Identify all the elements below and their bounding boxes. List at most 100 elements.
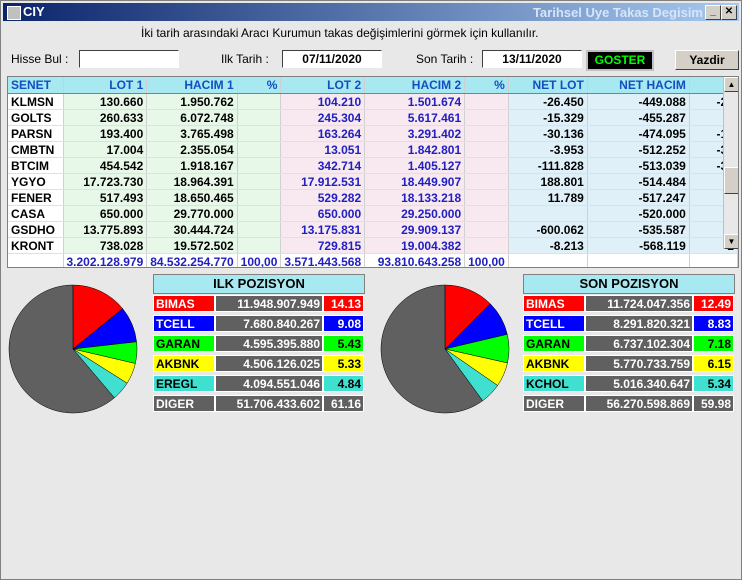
son-pie-chart [380, 284, 510, 414]
table-cell: 245.304 [280, 109, 366, 126]
position-name: GARAN [523, 335, 585, 352]
position-row: DIGER 51.706.433.602 61.16 [153, 395, 364, 413]
table-cell: 13.775.893 [63, 221, 148, 238]
table-cell [237, 189, 282, 206]
table-cell [464, 221, 509, 238]
table-cell: -8.213 [508, 237, 588, 254]
position-name: AKBNK [523, 355, 585, 372]
table-cell: YGYO [8, 173, 64, 190]
son-tarih-label: Son Tarih : [416, 52, 474, 66]
position-row: TCELL 7.680.840.267 9.08 [153, 315, 364, 333]
scroll-up-icon[interactable]: ▲ [724, 77, 738, 92]
app-icon [7, 6, 21, 20]
hisse-search-input[interactable] [79, 50, 179, 68]
position-name: GARAN [153, 335, 215, 352]
table-cell [464, 237, 509, 254]
table-cell: -513.039 [587, 157, 690, 174]
table-cell: 19.572.502 [146, 237, 238, 254]
position-percent: 5.33 [323, 355, 364, 372]
table-cell: -514.484 [587, 173, 690, 190]
table-row[interactable]: KRONT 738.028 19.572.502 729.815 19.004.382 -… [8, 237, 738, 254]
table-cell: -520.000 [587, 205, 690, 222]
position-name: BIMAS [153, 295, 215, 312]
table-cell: KRONT [8, 237, 64, 254]
column-header[interactable]: HACIM 2 [364, 77, 466, 94]
position-name: TCELL [153, 315, 215, 332]
table-cell: GSDHO [8, 221, 64, 238]
position-value: 7.680.840.267 [215, 315, 323, 332]
table-cell [237, 157, 282, 174]
table-cell [464, 205, 509, 222]
scroll-down-icon[interactable]: ▼ [724, 234, 738, 249]
table-row[interactable]: GOLTS 260.633 6.072.748 245.304 5.617.461 -15… [8, 109, 738, 126]
table-cell: 6.072.748 [146, 109, 238, 126]
total-cell: 3.571.443.568 [280, 253, 366, 267]
table-cell [464, 141, 509, 158]
column-header[interactable]: HACIM 1 [146, 77, 238, 94]
window-title: CIY [23, 4, 45, 19]
table-cell: -474.095 [587, 125, 690, 142]
table-row[interactable]: CMBTN 17.004 2.355.054 13.051 1.842.801 -3.95… [8, 141, 738, 158]
table-row[interactable]: YGYO 17.723.730 18.964.391 17.912.531 18.449… [8, 173, 738, 190]
total-cell: 100,00 [237, 253, 282, 267]
scroll-thumb[interactable] [724, 167, 738, 194]
table-cell: 11.789 [508, 189, 588, 206]
table-cell: 18.449.907 [364, 173, 466, 190]
table-row[interactable]: FENER 517.493 18.650.465 529.282 18.133.218 1… [8, 189, 738, 206]
table-cell [237, 93, 282, 110]
table-cell [464, 109, 509, 126]
position-row: GARAN 4.595.395.880 5.43 [153, 335, 364, 353]
table-cell: -449.088 [587, 93, 690, 110]
table-cell: 19.004.382 [364, 237, 466, 254]
total-cell [8, 253, 64, 267]
table-row[interactable]: BTCIM 454.542 1.918.167 342.714 1.405.127 -11… [8, 157, 738, 174]
position-name: DIGER [523, 395, 585, 412]
yazdir-button[interactable]: Yazdir [675, 50, 739, 70]
table-cell: 193.400 [63, 125, 148, 142]
position-name: KCHOL [523, 375, 585, 392]
position-percent: 8.83 [693, 315, 734, 332]
pie-slice-bimas [72, 284, 123, 350]
table-cell: 18.133.218 [364, 189, 466, 206]
table-row[interactable]: PARSN 193.400 3.765.498 163.264 3.291.402 -30… [8, 125, 738, 142]
column-header[interactable]: LOT 2 [280, 77, 366, 94]
table-cell: 13.051 [280, 141, 366, 158]
total-cell [508, 253, 588, 267]
table-cell: 17.912.531 [280, 173, 366, 190]
position-row: GARAN 6.737.102.304 7.18 [523, 335, 734, 353]
son-tarih-input[interactable]: 13/11/2020 [482, 50, 582, 68]
table-cell: -568.119 [587, 237, 690, 254]
column-header[interactable]: % [237, 77, 282, 94]
total-cell [587, 253, 690, 267]
column-header[interactable]: LOT 1 [63, 77, 148, 94]
position-row: BIMAS 11.948.907.949 14.13 [153, 295, 364, 313]
table-cell: -30.136 [508, 125, 588, 142]
column-header[interactable]: NET HACIM [587, 77, 690, 94]
table-row[interactable]: CASA 650.000 29.770.000 650.000 29.250.000 -5… [8, 205, 738, 222]
table-cell: 29.250.000 [364, 205, 466, 222]
table-cell [237, 237, 282, 254]
column-header[interactable]: % [464, 77, 509, 94]
close-icon[interactable]: ✕ [721, 5, 737, 20]
total-cell: 3.202.128.979 [63, 253, 148, 267]
table-cell [237, 141, 282, 158]
description-text: İki tarih arasındaki Aracı Kurumun takas… [141, 26, 539, 40]
goster-button[interactable]: GOSTER [586, 50, 654, 71]
table-scrollbar[interactable]: ▲ ▼ [723, 77, 738, 249]
minimize-icon[interactable]: _ [705, 5, 721, 20]
table-cell: -512.252 [587, 141, 690, 158]
table-row[interactable]: GSDHO 13.775.893 30.444.724 13.175.831 29.90… [8, 221, 738, 238]
position-row: DIGER 56.270.598.869 59.98 [523, 395, 734, 413]
table-cell: PARSN [8, 125, 64, 142]
table-row[interactable]: KLMSN 130.660 1.950.762 104.210 1.501.674 -26… [8, 93, 738, 110]
position-value: 5.770.733.759 [585, 355, 693, 372]
position-value: 11.948.907.949 [215, 295, 323, 312]
table-cell: 1.842.801 [364, 141, 466, 158]
position-row: KCHOL 5.016.340.647 5.34 [523, 375, 734, 393]
table-cell [237, 205, 282, 222]
column-header[interactable]: NET LOT [508, 77, 588, 94]
column-header[interactable]: SENET [8, 77, 64, 94]
position-percent: 7.18 [693, 335, 734, 352]
pie-slice-diger [380, 284, 484, 414]
ilk-tarih-input[interactable]: 07/11/2020 [282, 50, 382, 68]
